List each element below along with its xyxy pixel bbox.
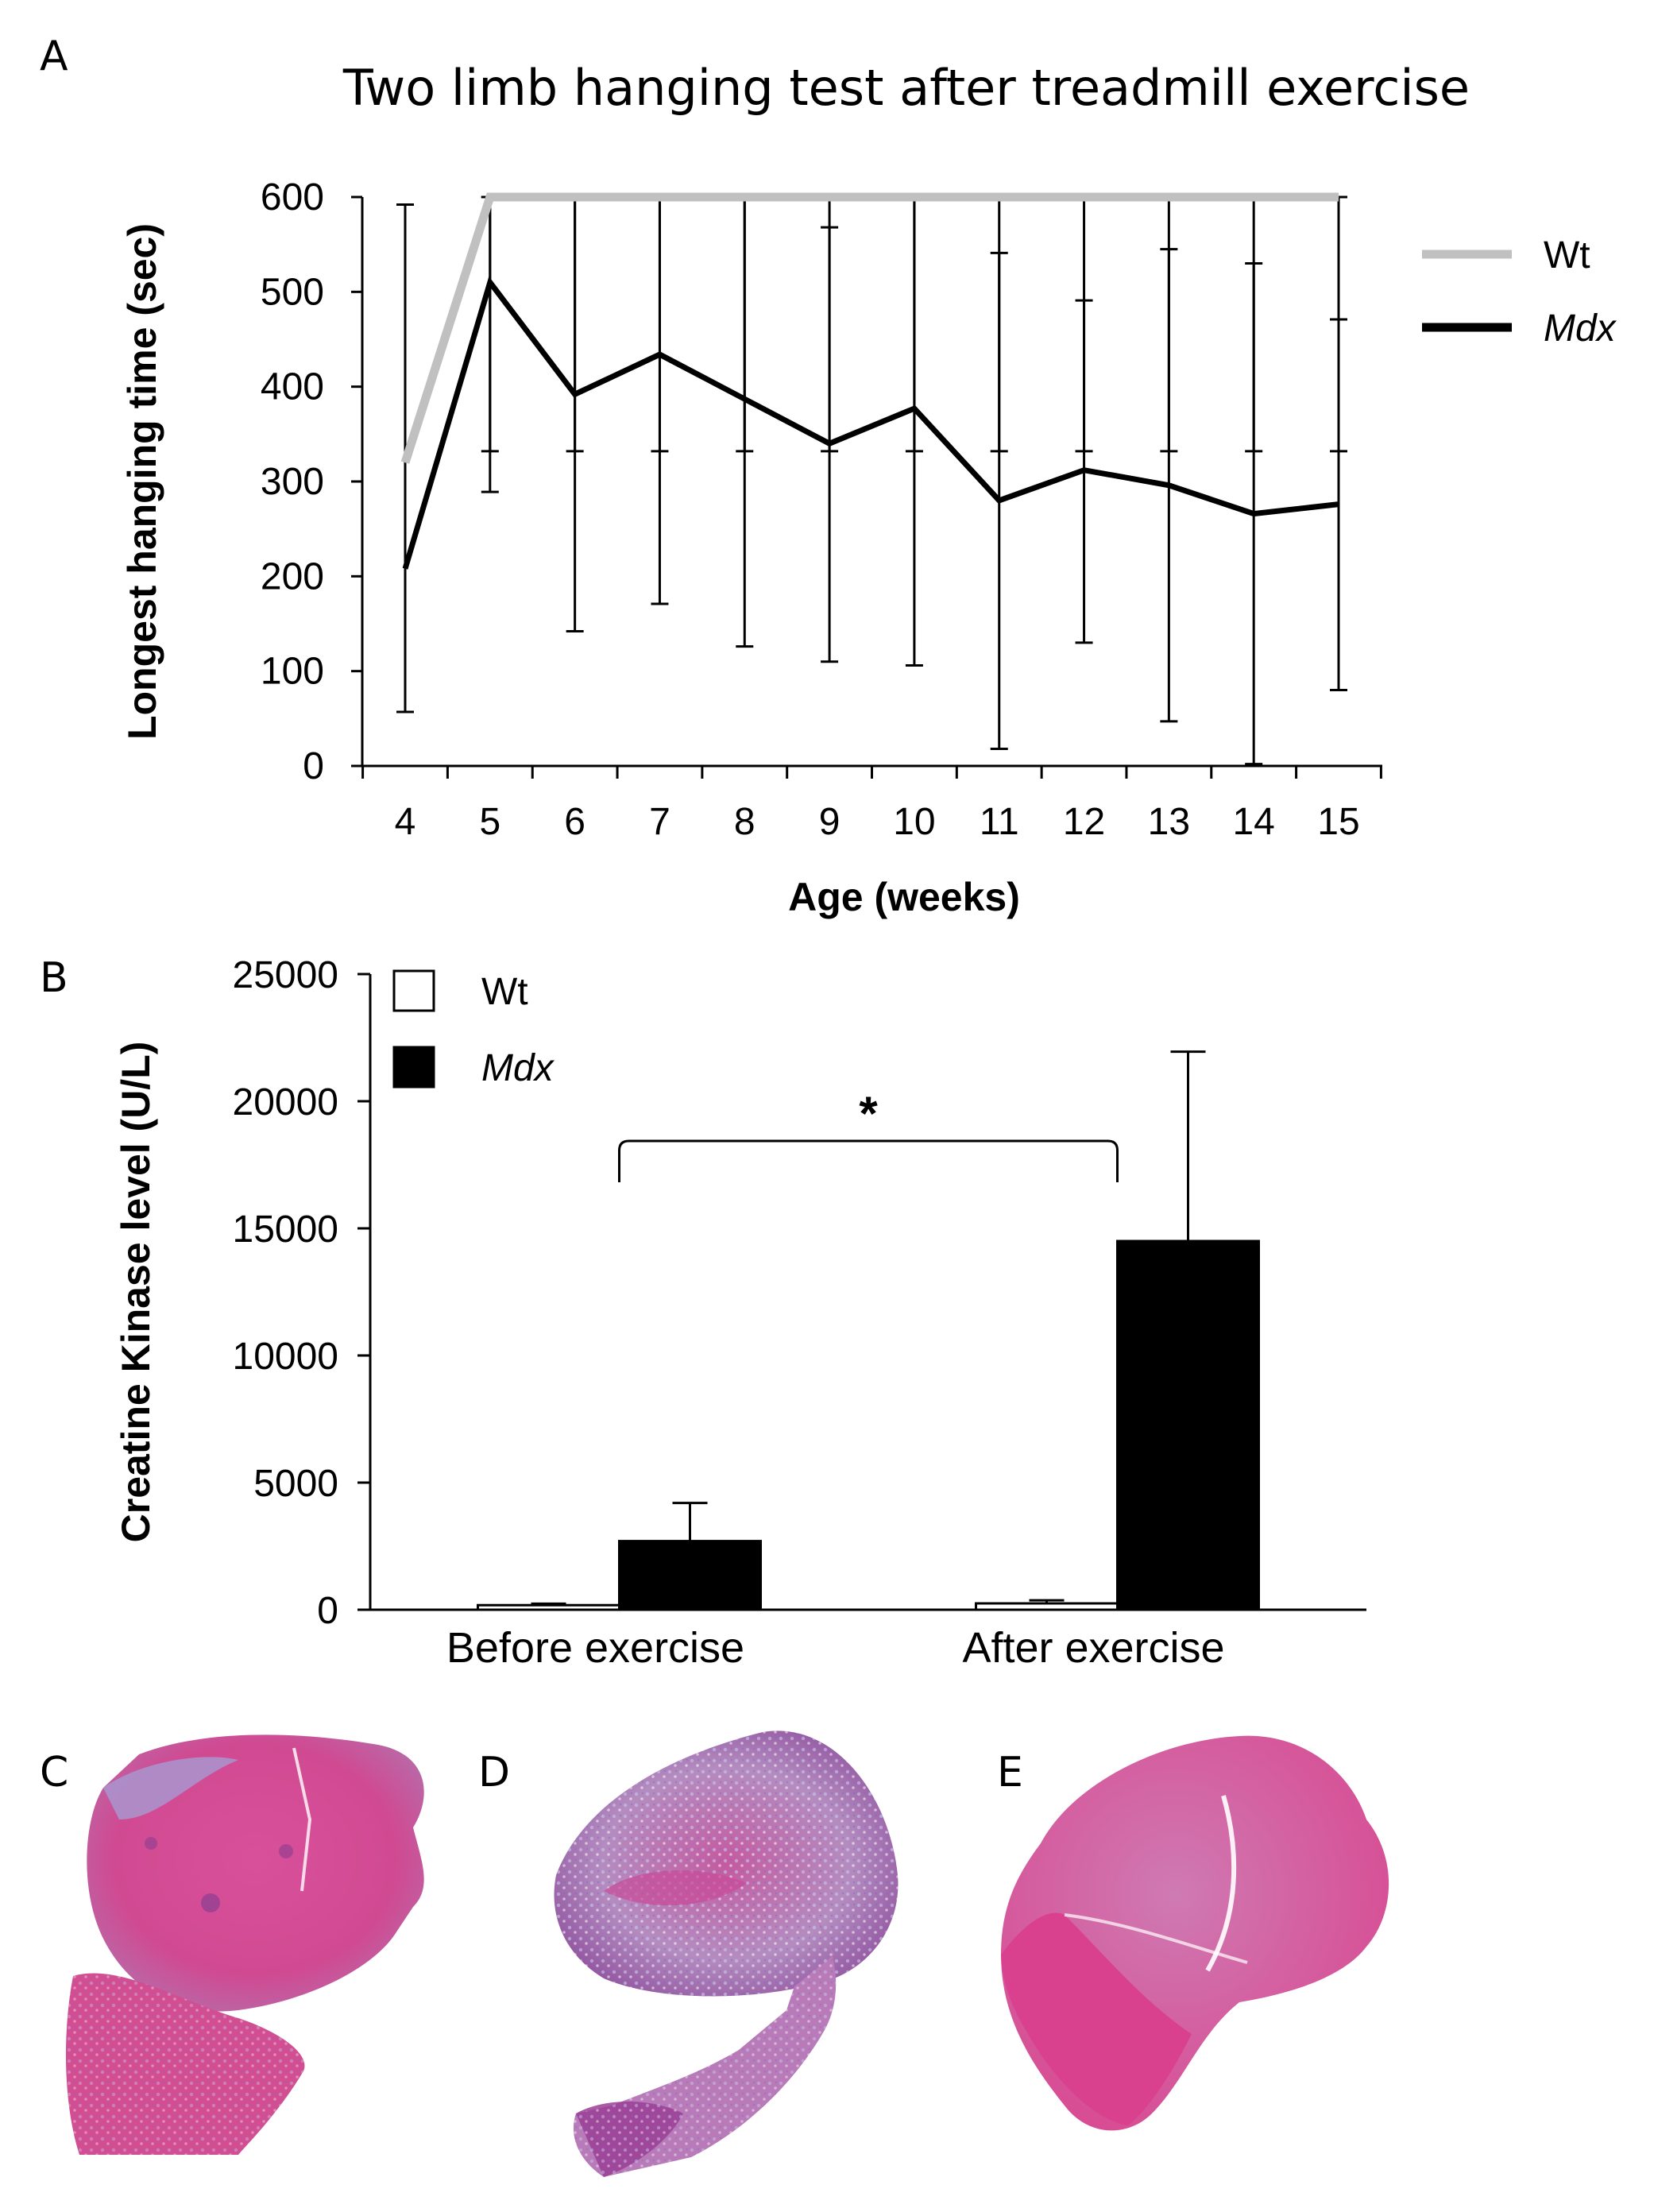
chart-b-y-tick-label: 25000 <box>233 954 338 996</box>
chart-a-x-tick-label: 9 <box>819 801 841 843</box>
panel-a: A Two limb hanging test after treadmill … <box>40 33 1617 919</box>
chart-a-y-tick-label: 300 <box>261 461 324 503</box>
chart-a-point-mdx <box>829 443 830 444</box>
chart-a-x-tick-label: 13 <box>1148 801 1190 843</box>
chart-b-y-tick-label: 15000 <box>233 1208 338 1251</box>
chart-a-series-line-wt <box>400 192 1339 464</box>
muscle-section-d-image <box>554 1731 898 2177</box>
chart-b-legend-label-wt: Wt <box>481 971 528 1013</box>
chart-a-plot: 0 100 200 300 400 500 600 4 5 6 7 8 9 10 11 12 13 14 15 <box>261 176 1382 843</box>
chart-a-point-mdx <box>574 393 576 395</box>
chart-a-legend-label-wt: Wt <box>1544 234 1590 276</box>
chart-a-point-mdx <box>659 354 660 355</box>
muscle-section-c-image <box>65 1734 424 2155</box>
chart-b-category-label: Before exercise <box>446 1624 744 1672</box>
chart-b-y-axis-label: Creatine Kinase level (U/L) <box>114 1042 158 1543</box>
panel-c: C <box>40 1734 424 2155</box>
chart-a-x-tick-label: 8 <box>734 801 756 843</box>
chart-b-plot: 0 5000 10000 15000 20000 25000 Before exercise… <box>233 954 1366 1672</box>
chart-a-x-tick-label: 14 <box>1232 801 1274 843</box>
chart-a-x-tick-label: 4 <box>395 801 416 843</box>
chart-a-point-mdx <box>489 281 491 283</box>
panel-letter-e: E <box>997 1749 1023 1796</box>
chart-a-legend: Wt Mdx <box>1422 234 1617 350</box>
chart-b-legend-label-mdx: Mdx <box>481 1047 555 1089</box>
chart-a-x-tick-label: 11 <box>980 801 1019 843</box>
chart-b-y-tick-label: 0 <box>317 1590 338 1632</box>
chart-a-y-tick-label: 200 <box>261 555 324 597</box>
chart-b-bar-wt <box>477 1603 620 1611</box>
chart-b-category-label: After exercise <box>962 1624 1224 1672</box>
chart-a-point-wt <box>659 196 660 198</box>
chart-a-point-wt <box>744 196 745 198</box>
chart-a-point-wt <box>404 462 406 463</box>
panel-letter-a: A <box>40 33 68 80</box>
panel-letter-c: C <box>40 1749 68 1796</box>
chart-a-y-axis-label: Longest hanging time (sec) <box>120 223 164 740</box>
chart-b-y-tick-label: 10000 <box>233 1336 338 1378</box>
chart-a-point-mdx <box>744 398 745 400</box>
chart-a-y-tick-label: 0 <box>303 745 324 787</box>
chart-b-bar-mdx <box>1116 1239 1260 1611</box>
panel-e: E <box>997 1735 1389 2131</box>
chart-a-x-tick-label: 10 <box>893 801 935 843</box>
significance-bracket <box>618 1139 1119 1182</box>
chart-a-x-axis-label: Age (weeks) <box>788 875 1020 919</box>
chart-a-point-wt <box>829 196 830 198</box>
chart-a-point-wt <box>489 196 491 198</box>
chart-b-bar-wt <box>975 1602 1119 1611</box>
panel-d: D <box>478 1731 898 2177</box>
chart-b-legend: Wt Mdx <box>392 969 555 1089</box>
chart-a-series-line-mdx <box>402 276 1339 570</box>
muscle-section-e-image <box>1001 1735 1389 2131</box>
chart-a-y-tick-label: 500 <box>261 271 324 313</box>
chart-a-title: Two limb hanging test after treadmill ex… <box>342 59 1470 117</box>
panel-b: B 0 5000 10000 15000 20000 25000 Before exerci… <box>40 954 1366 1672</box>
chart-a-legend-label-mdx: Mdx <box>1544 307 1617 350</box>
chart-a-x-tick-label: 7 <box>649 801 670 843</box>
chart-a-point-wt <box>574 196 576 198</box>
chart-a-y-tick-label: 400 <box>261 366 324 408</box>
chart-a-y-tick-label: 600 <box>261 176 324 218</box>
chart-b-legend-swatch-mdx <box>392 1046 435 1089</box>
chart-b-legend-swatch-wt <box>392 969 435 1012</box>
chart-a-y-tick-label: 100 <box>261 651 324 693</box>
chart-a-x-tick-label: 5 <box>479 801 500 843</box>
chart-b-bar-mdx <box>618 1540 762 1611</box>
significance-asterisk: * <box>859 1087 878 1140</box>
chart-a-x-tick-label: 6 <box>564 801 585 843</box>
chart-a-x-tick-label: 12 <box>1063 801 1105 843</box>
chart-b-y-tick-label: 5000 <box>253 1463 338 1505</box>
panel-letter-b: B <box>40 954 68 1002</box>
panel-letter-d: D <box>478 1749 510 1796</box>
chart-a-x-tick-label: 15 <box>1317 801 1359 843</box>
chart-a-point-mdx <box>404 568 406 570</box>
chart-b-y-tick-label: 20000 <box>233 1081 338 1123</box>
